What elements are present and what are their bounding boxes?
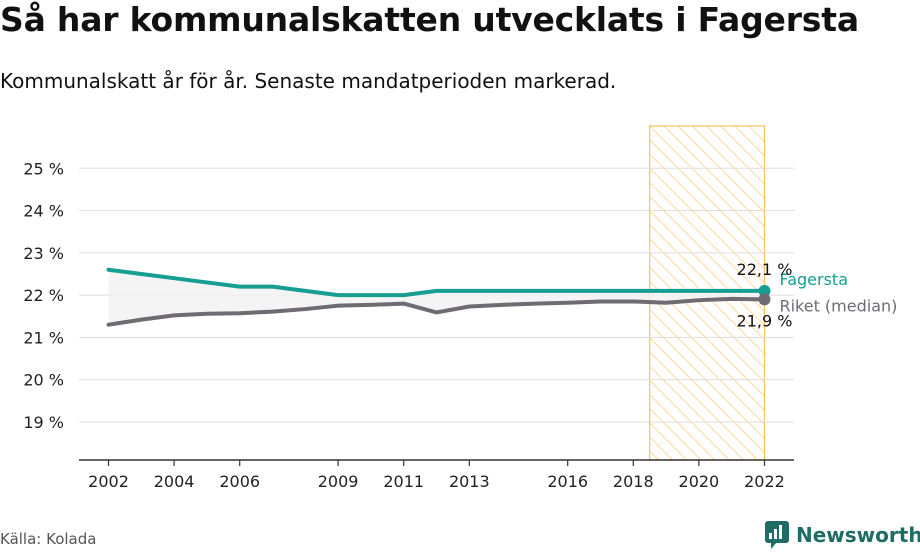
x-tick-label: 2018 [613, 472, 654, 491]
newsworthy-logo-icon [765, 521, 789, 549]
value-label-fagersta: 22,1 % [737, 260, 793, 279]
series-line-riket [106, 296, 767, 327]
y-tick-label: 22 % [23, 286, 64, 305]
series-line-fagersta [106, 267, 767, 298]
chart-title: Så har kommunalskatten utvecklats i Fage… [0, 0, 859, 39]
y-tick-label: 24 % [23, 202, 64, 221]
y-tick-label: 25 % [23, 159, 64, 178]
x-tick-label: 2006 [219, 472, 260, 491]
y-tick-label: 19 % [23, 413, 64, 432]
x-tick-label: 2004 [154, 472, 195, 491]
x-tick-label: 2009 [318, 472, 359, 491]
source-note: Källa: Kolada [0, 530, 97, 548]
x-tick-label: 2022 [744, 472, 785, 491]
chart-subtitle: Kommunalskatt år för år. Senaste mandatp… [0, 69, 617, 93]
value-label-riket: 21,9 % [737, 311, 793, 330]
y-tick-label: 21 % [23, 328, 64, 347]
series-endpoint-riket [758, 293, 771, 306]
brand-logo: Newsworthy [764, 520, 920, 550]
x-tick-label: 2002 [88, 472, 129, 491]
series-name-riket: Riket (median) [779, 296, 897, 315]
x-tick-label: 2011 [383, 472, 424, 491]
x-tick-label: 2016 [547, 472, 588, 491]
x-tick-label: 2013 [449, 472, 490, 491]
series-name-fagersta: Fagersta [779, 270, 848, 289]
y-tick-label: 23 % [23, 244, 64, 263]
y-tick-label: 20 % [23, 371, 64, 390]
x-tick-label: 2020 [679, 472, 720, 491]
series-endpoint-fagersta [758, 284, 771, 297]
brand-name: Newsworthy [796, 523, 920, 547]
